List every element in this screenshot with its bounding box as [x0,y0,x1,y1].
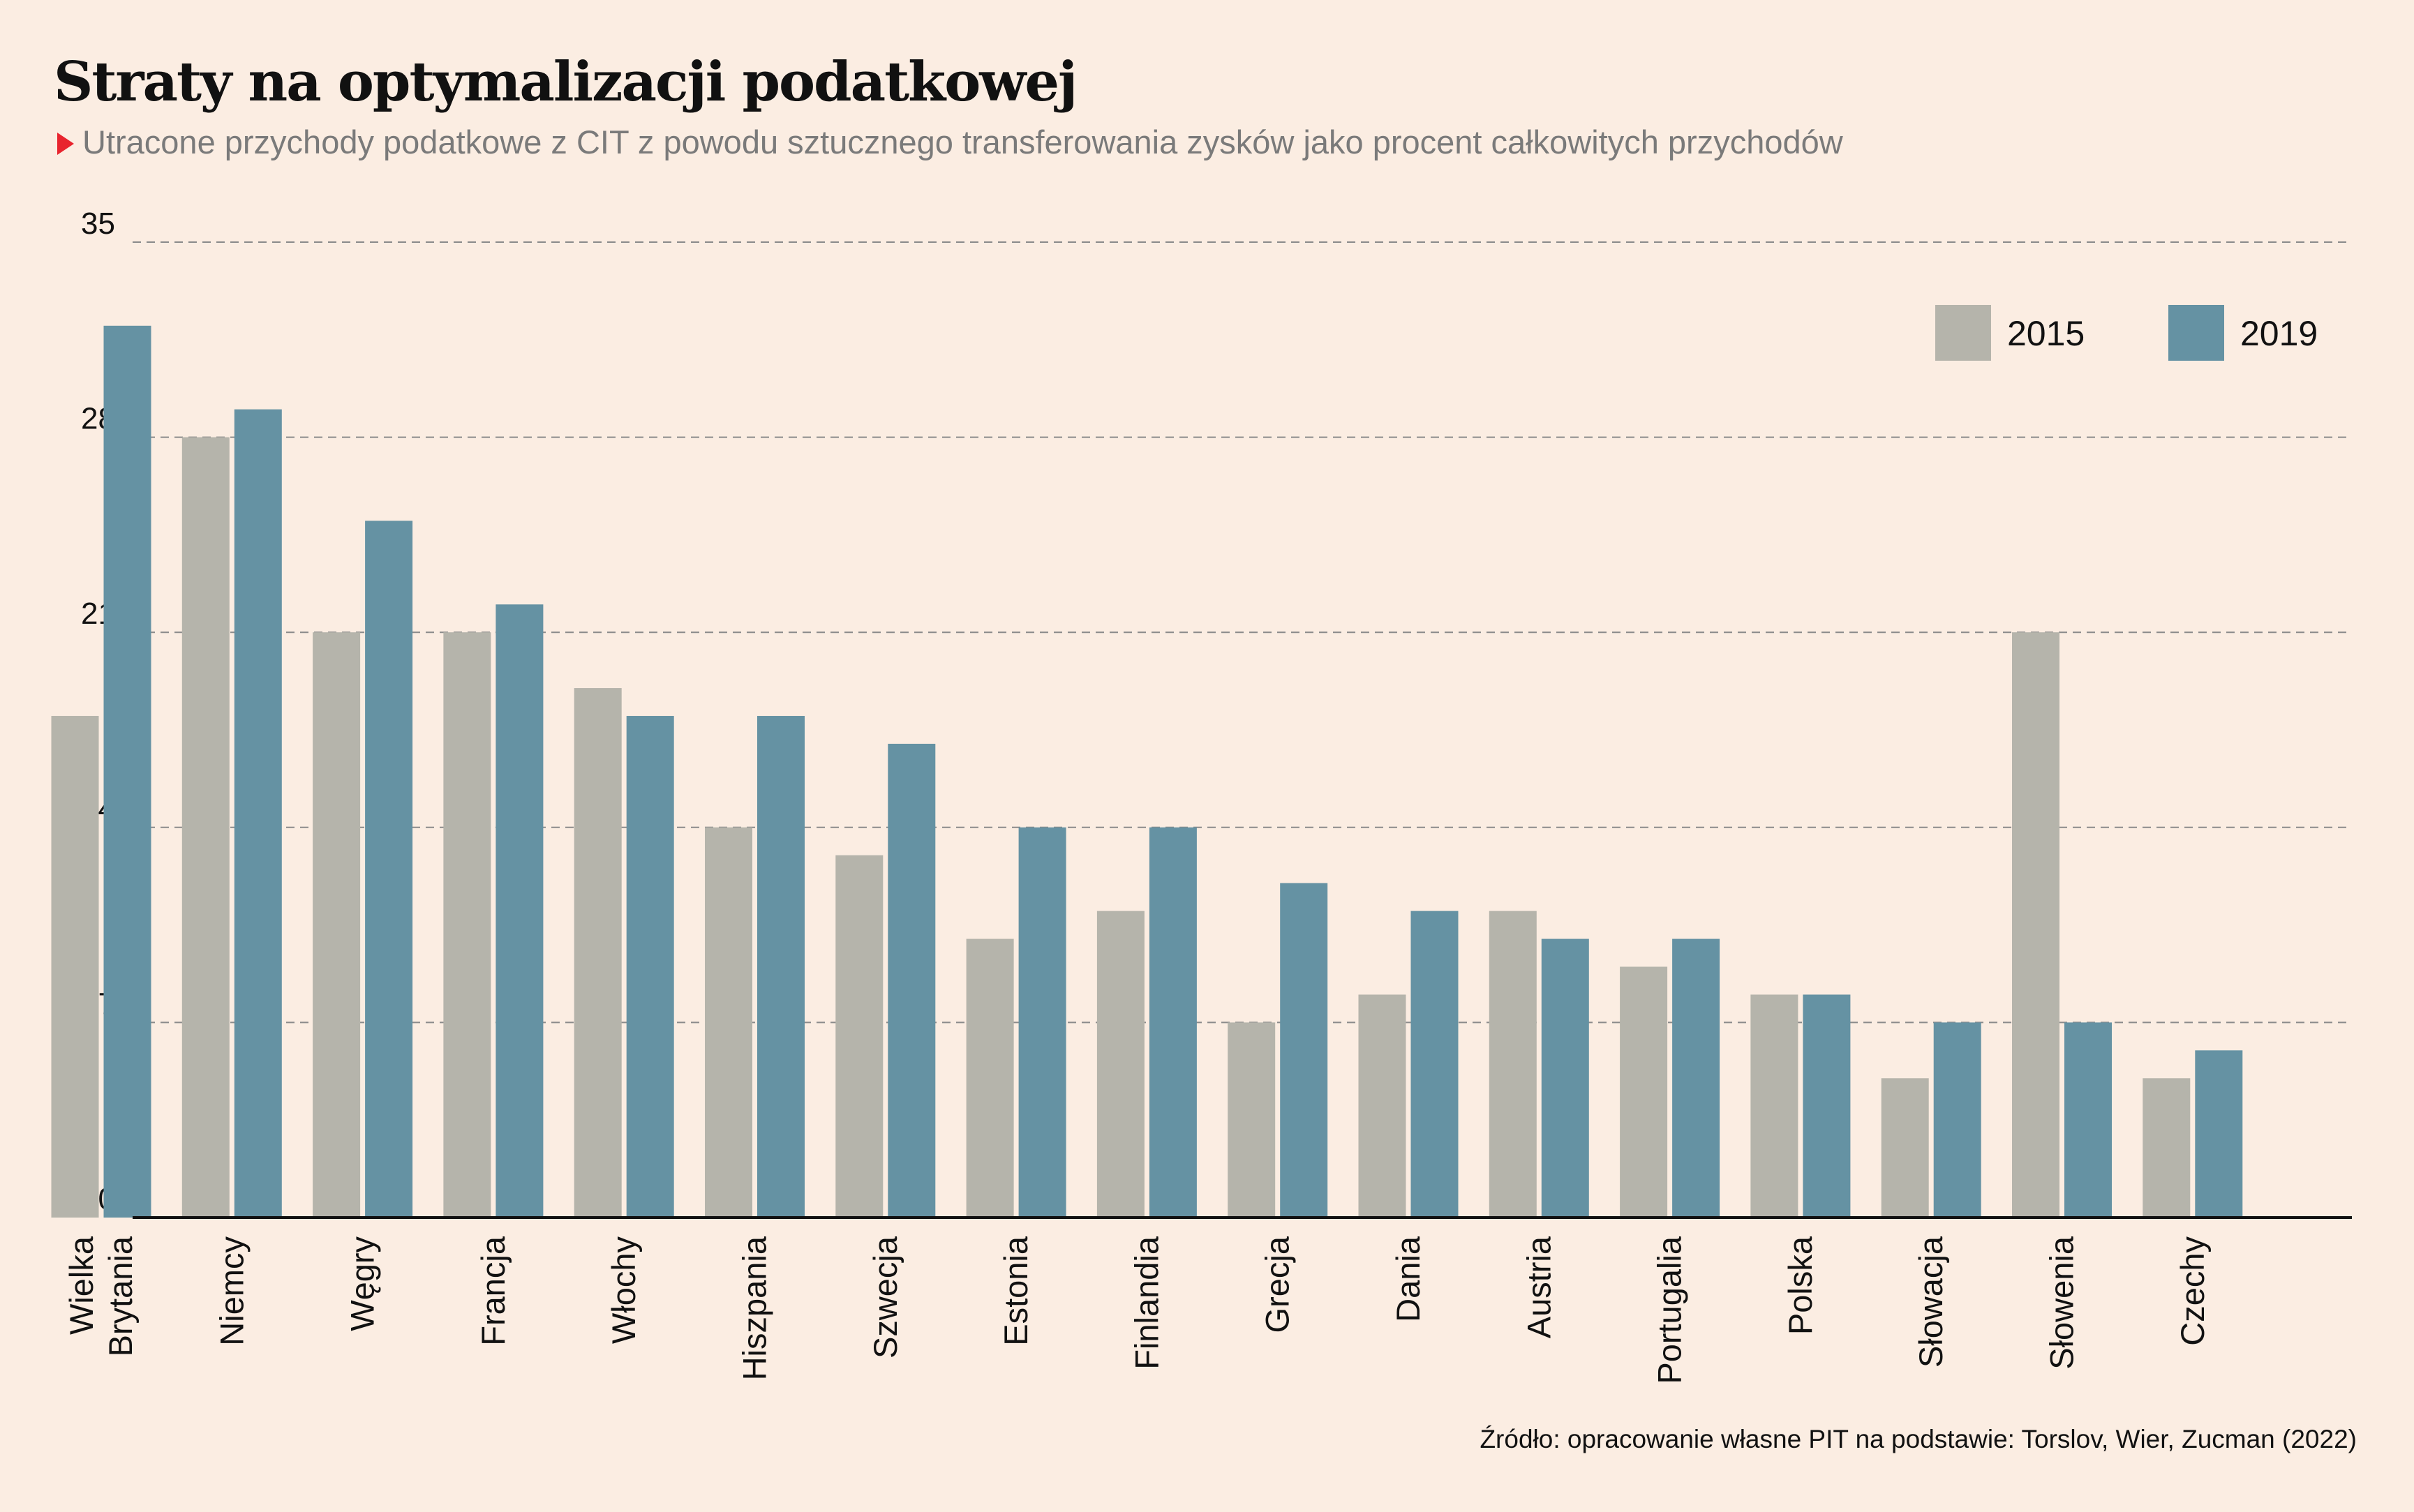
bar-2019 [888,743,936,1218]
x-tick-label: Portugalia [1651,1236,1688,1384]
bar-2019 [1672,938,1720,1218]
x-tick-label: Grecja [1259,1236,1296,1333]
bar-2015 [1881,1078,1929,1218]
bar-2015 [1489,911,1537,1218]
chart-subtitle-text: Utracone przychody podatkowe z CIT z pow… [82,123,1843,160]
bar-2019 [626,716,674,1218]
x-tick-label-line: Szwecja [867,1236,904,1358]
x-tick-label-line: Dania [1389,1236,1426,1322]
bar-2015 [1228,1022,1276,1218]
bar-2015 [1096,911,1145,1218]
x-tick-label: Francja [475,1236,512,1346]
bar-2019 [234,409,282,1218]
x-tick-label-line: Słowenia [2043,1236,2080,1370]
bar-2019 [1410,911,1459,1218]
x-tick-label-line: Słowacja [1912,1236,1949,1368]
bar-2015 [2012,632,2059,1218]
legend-label-2019: 2019 [2240,314,2318,353]
chart-title: Straty na optymalizacji podatkowej [54,50,1078,114]
x-tick-label-line: Austria [1520,1236,1557,1338]
x-tick-label: Czechy [2174,1236,2211,1346]
bar-2019 [2195,1050,2243,1218]
x-tick-label-line: Estonia [997,1236,1034,1346]
legend-swatch-2015 [1935,305,1991,361]
x-tick-label: Słowenia [2043,1236,2080,1370]
x-tick-label-line: Francja [475,1236,512,1346]
chart-subtitle: Utracone przychody podatkowe z CIT z pow… [57,123,1843,161]
x-tick-label-line: Czechy [2174,1236,2211,1346]
legend-swatch-2019 [2168,305,2224,361]
x-tick-label-line: Brytania [102,1236,139,1356]
bar-2015 [1620,966,1668,1218]
bar-2015 [574,688,622,1218]
triangle-marker-icon [57,133,74,155]
bar-2019 [1803,994,1851,1218]
x-tick-label-line: Grecja [1259,1236,1296,1333]
bar-2019 [1541,938,1589,1218]
bar-2019 [365,521,413,1218]
bar-2019 [757,716,805,1218]
x-tick-label-line: Finlandia [1128,1236,1165,1370]
bar-2015 [443,632,491,1218]
bar-2019 [103,325,151,1218]
bar-2019 [2064,1022,2112,1218]
legend-label-2015: 2015 [2007,314,2085,353]
x-tick-label: Szwecja [867,1236,904,1358]
source-note: Źródło: opracowanie własne PIT na podsta… [1480,1425,2357,1453]
x-tick-label: Austria [1520,1236,1557,1338]
bar-2015 [705,827,752,1218]
bar-2015 [2143,1078,2191,1218]
x-tick-label: Słowacja [1912,1236,1949,1368]
bar-2015 [1358,994,1406,1218]
bar-2015 [966,938,1014,1218]
y-tick-label: 35 [81,207,115,241]
bar-2015 [313,632,361,1218]
x-tick-label: WielkaBrytania [63,1236,139,1356]
bar-2015 [51,716,99,1218]
x-tick-label: Niemcy [213,1236,250,1346]
x-tick-label-line: Niemcy [213,1236,250,1346]
x-tick-label-line: Polska [1782,1236,1819,1335]
x-tick-label: Węgry [344,1236,381,1331]
x-tick-label-line: Węgry [344,1236,381,1331]
bar-2019 [496,604,544,1218]
x-tick-label-line: Wielka [63,1236,100,1335]
x-tick-label: Włochy [605,1236,642,1345]
x-tick-label: Finlandia [1128,1236,1165,1370]
x-tick-label: Polska [1782,1236,1819,1335]
x-tick-label-line: Włochy [605,1236,642,1345]
x-tick-label: Estonia [997,1236,1034,1346]
bar-2015 [835,855,884,1218]
bar-2015 [181,437,230,1218]
x-tick-label: Hiszpania [736,1236,773,1380]
bar-2019 [1018,827,1066,1218]
bar-2015 [1750,994,1798,1218]
bar-2019 [1149,827,1197,1218]
x-tick-label-line: Hiszpania [736,1236,773,1380]
bar-2019 [1933,1022,1981,1218]
bar-2019 [1280,883,1328,1218]
x-tick-label: Dania [1389,1236,1426,1322]
x-tick-label-line: Portugalia [1651,1236,1688,1384]
